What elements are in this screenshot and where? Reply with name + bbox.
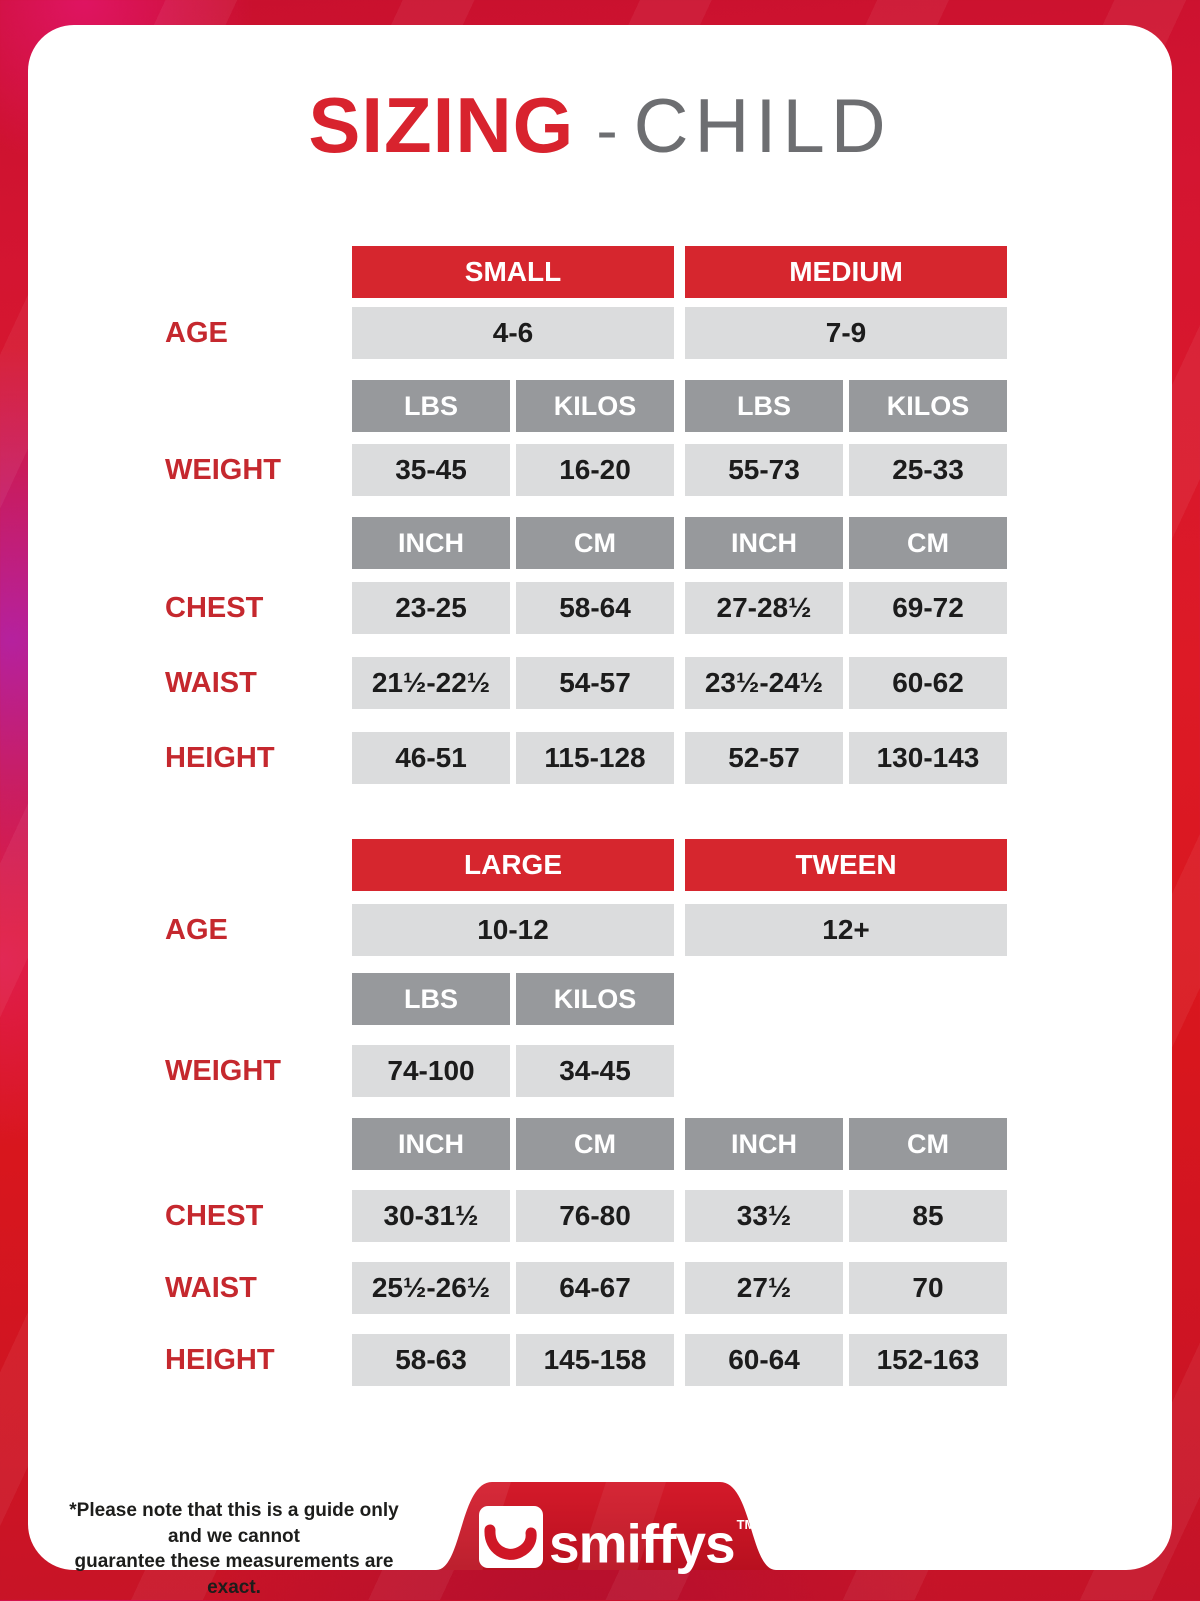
title-separator: - (596, 94, 618, 166)
waist-value-21½-22½: 21½-22½ (352, 657, 510, 709)
height-value-46-51: 46-51 (352, 732, 510, 784)
waist-value-23½-24½: 23½-24½ (685, 657, 843, 709)
weight-value-55-73: 55-73 (685, 444, 843, 496)
smiffys-smile-icon (479, 1506, 543, 1568)
chest-value-85: 85 (849, 1190, 1007, 1242)
unit-header-inch: INCH (685, 1118, 843, 1170)
unit-header-lbs: LBS (685, 380, 843, 432)
size-header-small: SMALL (352, 246, 674, 298)
waist-value-54-57: 54-57 (516, 657, 674, 709)
disclaimer-line1: *Please note that this is a guide only a… (69, 1500, 399, 1547)
height-value-145-158: 145-158 (516, 1334, 674, 1386)
page-title: SIZING - CHILD (0, 86, 1200, 166)
unit-header-cm: CM (849, 1118, 1007, 1170)
age-value-4-6: 4-6 (352, 307, 674, 359)
unit-header-lbs: LBS (352, 380, 510, 432)
row-label-height: HEIGHT (165, 742, 275, 774)
unit-header-inch: INCH (352, 1118, 510, 1170)
title-child: CHILD (633, 84, 892, 169)
chest-value-23-25: 23-25 (352, 582, 510, 634)
age-value-12+: 12+ (685, 904, 1007, 956)
smiffys-logo-text: smiffys TM (549, 1508, 756, 1574)
weight-value-25-33: 25-33 (849, 444, 1007, 496)
height-value-58-63: 58-63 (352, 1334, 510, 1386)
unit-header-lbs: LBS (352, 973, 510, 1025)
height-value-115-128: 115-128 (516, 732, 674, 784)
title-sizing: SIZING (308, 81, 575, 169)
chest-value-27-28½: 27-28½ (685, 582, 843, 634)
unit-header-kilos: KILOS (516, 973, 674, 1025)
waist-value-25½-26½: 25½-26½ (352, 1262, 510, 1314)
size-header-large: LARGE (352, 839, 674, 891)
unit-header-cm: CM (516, 1118, 674, 1170)
chest-value-58-64: 58-64 (516, 582, 674, 634)
waist-value-60-62: 60-62 (849, 657, 1007, 709)
row-label-waist: WAIST (165, 667, 257, 699)
disclaimer-line2: guarantee these measurements are exact. (74, 1551, 394, 1598)
size-header-tween: TWEEN (685, 839, 1007, 891)
row-label-height: HEIGHT (165, 1344, 275, 1376)
unit-header-cm: CM (516, 517, 674, 569)
row-label-age: AGE (165, 317, 228, 349)
weight-value-35-45: 35-45 (352, 444, 510, 496)
waist-value-70: 70 (849, 1262, 1007, 1314)
chest-value-76-80: 76-80 (516, 1190, 674, 1242)
row-label-chest: CHEST (165, 592, 264, 624)
smiffys-wordmark: smiffys (549, 1512, 736, 1575)
age-value-10-12: 10-12 (352, 904, 674, 956)
chest-value-33½: 33½ (685, 1190, 843, 1242)
size-header-medium: MEDIUM (685, 246, 1007, 298)
row-label-weight: WEIGHT (165, 1055, 281, 1087)
waist-value-27½: 27½ (685, 1262, 843, 1314)
trademark-symbol: TM (736, 1517, 756, 1532)
unit-header-cm: CM (849, 517, 1007, 569)
disclaimer-note: *Please note that this is a guide only a… (58, 1498, 410, 1601)
height-value-60-64: 60-64 (685, 1334, 843, 1386)
waist-value-64-67: 64-67 (516, 1262, 674, 1314)
weight-value-34-45: 34-45 (516, 1045, 674, 1097)
row-label-waist: WAIST (165, 1272, 257, 1304)
unit-header-inch: INCH (685, 517, 843, 569)
height-value-52-57: 52-57 (685, 732, 843, 784)
row-label-age: AGE (165, 914, 228, 946)
height-value-152-163: 152-163 (849, 1334, 1007, 1386)
row-label-chest: CHEST (165, 1200, 264, 1232)
weight-value-74-100: 74-100 (352, 1045, 510, 1097)
chest-value-69-72: 69-72 (849, 582, 1007, 634)
unit-header-kilos: KILOS (849, 380, 1007, 432)
unit-header-kilos: KILOS (516, 380, 674, 432)
chest-value-30-31½: 30-31½ (352, 1190, 510, 1242)
unit-header-inch: INCH (352, 517, 510, 569)
age-value-7-9: 7-9 (685, 307, 1007, 359)
weight-value-16-20: 16-20 (516, 444, 674, 496)
height-value-130-143: 130-143 (849, 732, 1007, 784)
row-label-weight: WEIGHT (165, 454, 281, 486)
